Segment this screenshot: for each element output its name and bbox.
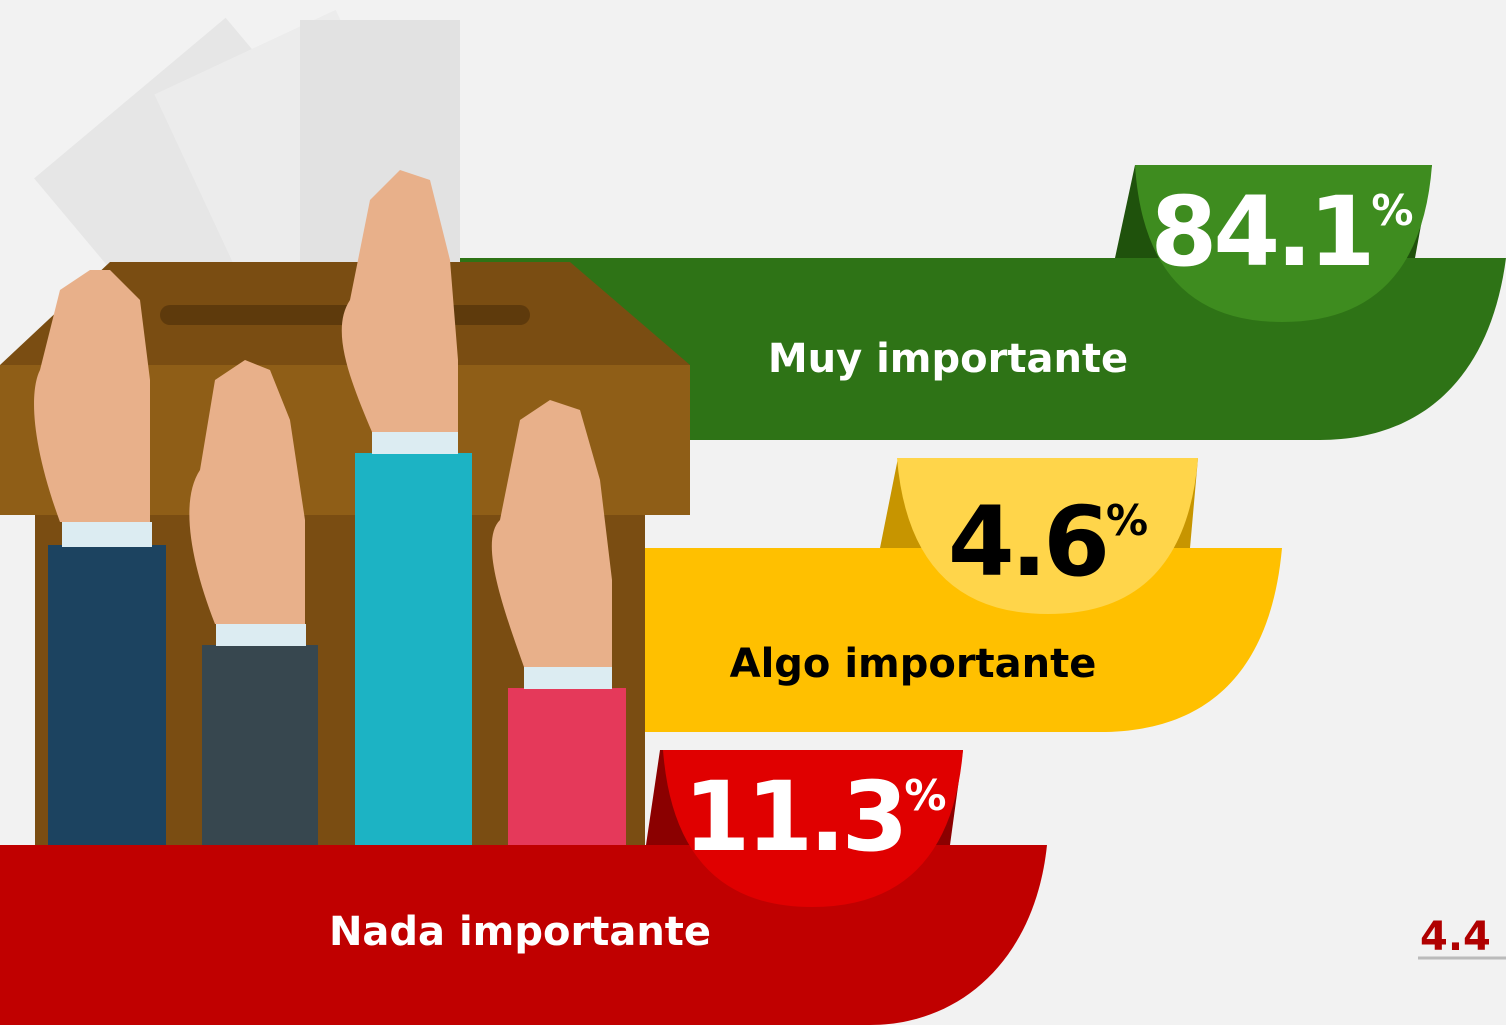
percent-value: 4.6 — [948, 486, 1106, 598]
percent-unit: % — [904, 771, 946, 820]
footer-number: 4.4 — [1420, 914, 1491, 960]
percent-value: 84.1 — [1151, 176, 1372, 288]
percent-value: 11.3 — [684, 761, 905, 873]
percent-unit: % — [1371, 186, 1413, 235]
category-label: Nada importante — [329, 909, 711, 955]
page: {"items": [ {"label": "Muy importante", … — [0, 0, 1506, 1025]
category-label: Algo importante — [730, 641, 1097, 687]
percent-unit: % — [1106, 496, 1148, 545]
infographic: 84.1% Muy importante 4.6% Algo important… — [0, 0, 1506, 1025]
category-label: Muy importante — [768, 336, 1128, 382]
